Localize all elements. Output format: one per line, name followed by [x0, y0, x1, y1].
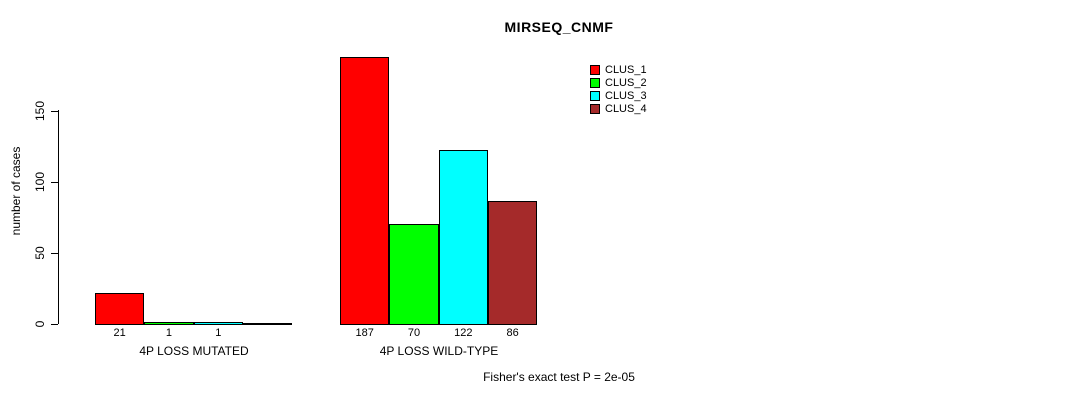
bar-value-label: 21: [113, 327, 126, 339]
legend-label: CLUS_3: [605, 89, 647, 102]
bar-value-label: 70: [407, 327, 421, 339]
bar-clus_3-mutated: [193, 321, 243, 325]
y-tick-mark: [51, 323, 58, 325]
bar-value-label: 1: [215, 327, 222, 339]
bar-value-label: 1: [165, 327, 173, 339]
y-tick-label: 150: [33, 100, 47, 122]
y-tick-mark: [51, 110, 58, 112]
legend-swatch-clus_4: [590, 103, 600, 114]
fisher-test-note: Fisher's exact test P = 2e-05: [483, 370, 635, 384]
y-tick-mark: [51, 252, 58, 254]
legend-row-clus_3: CLUS_3: [590, 89, 647, 102]
legend-row-clus_1: CLUS_1: [590, 63, 647, 76]
legend-swatch-clus_1: [590, 64, 600, 75]
bar-value-label: 122: [454, 327, 473, 339]
bar-clus_2-mutated: [144, 321, 194, 325]
bar-clus_1-mutated: [95, 293, 145, 325]
legend: CLUS_1 CLUS_2 CLUS_3 CLUS_4: [590, 63, 647, 115]
bar-clus_4-wildtype: [487, 200, 538, 325]
x-group-label-mutated: 4P LOSS MUTATED: [139, 344, 249, 358]
legend-label: CLUS_2: [605, 76, 647, 89]
y-tick-mark: [51, 181, 58, 183]
y-axis-title: number of cases: [9, 146, 23, 236]
chart-title: MIRSEQ_CNMF: [504, 19, 614, 35]
legend-label: CLUS_1: [605, 63, 647, 76]
bar-clus_2-wildtype: [389, 223, 439, 325]
legend-row-clus_2: CLUS_2: [590, 76, 647, 89]
bar-clus_3-wildtype: [438, 149, 488, 325]
y-tick-label: 100: [33, 171, 47, 193]
legend-swatch-clus_2: [590, 77, 600, 88]
y-axis-line: [58, 110, 59, 324]
bar-clus_1-wildtype: [340, 57, 390, 325]
bar-clus_4-mutated: [242, 323, 293, 325]
x-group-label-wildtype: 4P LOSS WILD-TYPE: [379, 344, 499, 358]
legend-swatch-clus_3: [590, 90, 600, 101]
y-tick-label: 50: [33, 246, 47, 260]
legend-row-clus_4: CLUS_4: [590, 102, 647, 115]
bar-value-label: 187: [355, 327, 374, 339]
bar-value-label: 86: [506, 327, 519, 339]
legend-label: CLUS_4: [605, 102, 647, 115]
y-tick-label: 0: [33, 320, 47, 328]
